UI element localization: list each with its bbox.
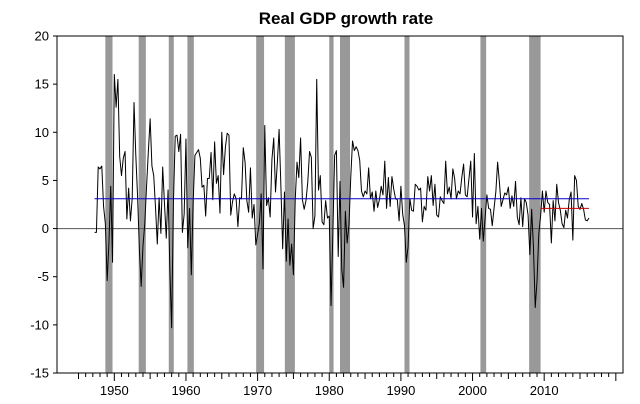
y-axis: -15 -10 -5 0 5 10 15 20 — [30, 29, 57, 381]
chart-title: Real GDP growth rate — [259, 9, 433, 28]
x-axis: 1950 1960 1970 1980 1990 2000 2010 — [77, 373, 617, 398]
recession-band — [187, 36, 194, 373]
series-line — [94, 74, 590, 329]
x-tick-label: 1990 — [386, 383, 415, 398]
plot-frame — [56, 35, 624, 374]
recession-band — [105, 36, 113, 373]
x-tick-label: 1980 — [315, 383, 344, 398]
recession-band — [168, 36, 174, 373]
recession-band — [529, 36, 541, 373]
recession-band — [404, 36, 410, 373]
recession-bands — [105, 36, 541, 373]
recession-band — [329, 36, 334, 373]
y-tick-label: 5 — [42, 173, 49, 188]
y-tick-label: -15 — [30, 366, 49, 381]
y-tick-label: 15 — [35, 77, 49, 92]
recession-band — [480, 36, 487, 373]
x-tick-label: 2010 — [530, 383, 559, 398]
x-tick-label: 1970 — [243, 383, 272, 398]
series-lines — [94, 74, 590, 329]
x-tick-label: 2000 — [458, 383, 487, 398]
y-tick-label: 0 — [42, 221, 49, 236]
recession-band — [340, 36, 351, 373]
x-tick-label: 1960 — [172, 383, 201, 398]
recession-band — [138, 36, 146, 373]
x-tick-label: 1950 — [100, 383, 129, 398]
y-tick-label: 10 — [35, 125, 49, 140]
y-tick-label: 20 — [35, 29, 49, 44]
y-tick-label: -5 — [37, 269, 49, 284]
recession-band — [284, 36, 295, 373]
y-tick-label: -10 — [30, 317, 49, 332]
